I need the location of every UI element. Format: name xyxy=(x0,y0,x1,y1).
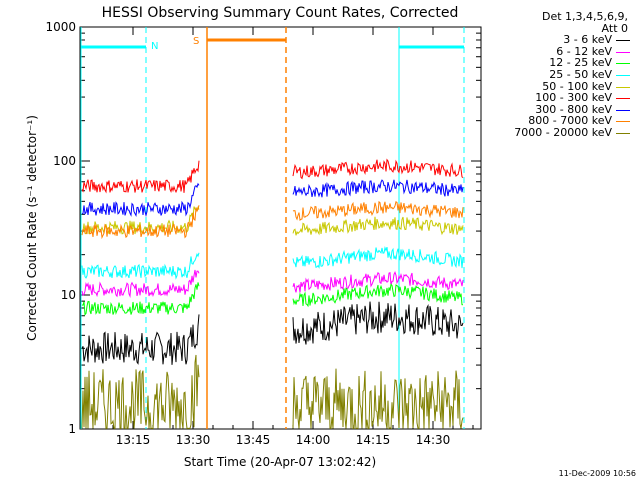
legend-swatch xyxy=(616,86,630,88)
legend-entry: 50 - 100 keV xyxy=(484,79,638,93)
series-line-after-saa xyxy=(292,216,464,236)
series-line-before-saa xyxy=(81,314,200,365)
series-line-before-saa xyxy=(81,252,200,280)
legend-entry-label: 6 - 12 keV xyxy=(556,44,612,58)
series-line-after-saa xyxy=(292,301,464,345)
legend-entry-label: 3 - 6 keV xyxy=(563,33,612,47)
legend-entry-label: 7000 - 20000 keV xyxy=(514,125,612,139)
series-line-after-saa xyxy=(292,283,464,308)
legend-entry-label: 300 - 800 keV xyxy=(535,102,612,116)
chart-title: HESSI Observing Summary Count Rates, Cor… xyxy=(102,5,459,21)
x-tick-label: 13:15 xyxy=(116,433,151,447)
series-line-before-saa xyxy=(81,160,200,194)
series-line-before-saa xyxy=(81,282,200,316)
legend-header-line-2: Att 0 xyxy=(601,21,628,35)
legend-entry: 25 - 50 keV xyxy=(484,69,638,81)
series-line-before-saa xyxy=(81,269,200,299)
series-line-after-saa xyxy=(292,179,464,198)
y-axis-label: Corrected Count Rate (s⁻¹ detector⁻¹) xyxy=(25,115,39,341)
series-line-after-saa xyxy=(292,246,464,269)
y-tick-label: 1000 xyxy=(45,20,76,34)
y-tick-label: 10 xyxy=(61,288,76,302)
legend-swatch xyxy=(616,98,630,100)
legend-entry: 3 - 6 keV xyxy=(484,34,638,46)
x-tick-label: 13:45 xyxy=(236,433,271,447)
legend-swatch xyxy=(616,40,630,42)
series-3to6keV-line xyxy=(81,301,464,365)
series-line-before-saa xyxy=(81,205,200,240)
x-axis-label: Start Time (20-Apr-07 13:02:42) xyxy=(184,455,376,469)
legend-entry-label: 800 - 7000 keV xyxy=(528,114,612,128)
legend-header-line-1: Det 1,3,4,5,6,9, xyxy=(541,10,628,23)
x-tick-label: 14:00 xyxy=(296,433,331,447)
legend-entry-label: 12 - 25 keV xyxy=(549,56,612,70)
plot-frame xyxy=(79,26,482,430)
series-6to12keV-line xyxy=(81,269,464,299)
series-12to25keV-line xyxy=(81,282,464,316)
legend-entry: 300 - 800 keV xyxy=(484,104,638,116)
series-300to800keV-line xyxy=(81,179,464,218)
series-25to50keV-line xyxy=(81,246,464,280)
y-tick-label: 100 xyxy=(53,154,76,168)
saa-flag-label: S xyxy=(193,36,199,47)
legend-swatch xyxy=(616,132,630,134)
legend-swatch xyxy=(616,74,630,76)
legend-entry: 12 - 25 keV xyxy=(484,57,638,69)
legend-entry: 100 - 300 keV xyxy=(484,92,638,104)
legend-entry: 7000 - 20000 keV xyxy=(484,127,638,139)
legend-entry: 6 - 12 keV xyxy=(484,46,638,58)
series-line-after-saa xyxy=(292,200,464,222)
series-7000to20000keV-line xyxy=(81,354,464,430)
night-flag-label: N xyxy=(151,41,158,52)
series-line-after-saa xyxy=(292,158,464,180)
legend-swatch xyxy=(616,51,630,53)
series-line-after-saa xyxy=(292,368,464,430)
series-line-before-saa xyxy=(81,182,200,218)
series-line-before-saa xyxy=(81,354,200,429)
series-line-after-saa xyxy=(292,270,464,293)
legend: Det 1,3,4,5,6,9, Att 0 3 - 6 keV 6 - 12 k… xyxy=(484,11,638,139)
legend-swatch xyxy=(616,63,630,65)
legend-entry: 800 - 7000 keV xyxy=(484,115,638,127)
legend-entry-label: 100 - 300 keV xyxy=(535,91,612,105)
x-tick-label: 14:15 xyxy=(356,433,391,447)
legend-swatch xyxy=(616,109,630,111)
legend-swatch xyxy=(616,121,630,123)
series-100to300keV-line xyxy=(81,158,464,194)
legend-entry-label: 25 - 50 keV xyxy=(549,67,612,81)
y-tick-label: 1 xyxy=(68,422,76,436)
generation-timestamp: 11-Dec-2009 10:56 xyxy=(558,469,636,478)
series-800to7000keV-line xyxy=(81,200,464,240)
x-tick-label: 14:30 xyxy=(416,433,451,447)
x-tick-label: 13:30 xyxy=(176,433,211,447)
legend-entry-label: 50 - 100 keV xyxy=(542,79,612,93)
